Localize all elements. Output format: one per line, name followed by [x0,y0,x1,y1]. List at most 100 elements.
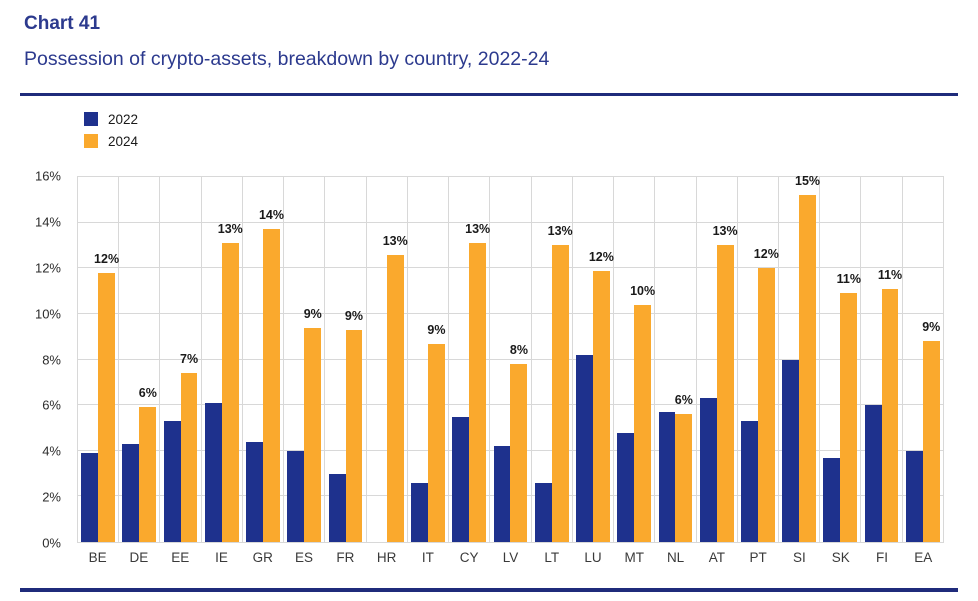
y-tick-label: 10% [34,306,61,322]
data-label-de: 6% [138,386,157,401]
y-tick-label: 2% [42,489,61,505]
x-tick-label-nl: NL [666,550,685,565]
bar-2022-ie [204,402,222,542]
bar-group-si: 15% [779,174,821,542]
bar-2022-sk [823,457,841,542]
bar-2022-at [699,398,717,542]
bar-group-be: 12% [78,177,120,542]
bar-group-it: 9% [408,177,450,542]
bar-2024-cy [469,243,487,542]
y-tick-label: 4% [42,443,61,459]
bar-2024-ea [922,341,940,542]
bar-2022-ea [905,450,923,542]
bar-2022-be [81,453,99,542]
bar-pair [449,177,489,542]
x-axis: BE DE EE IE GR ES FR HR IT CY LV LT LU MT NL AT PT SI SK FI… [77,550,944,565]
x-tick-label-cy: CY [459,550,479,565]
x-tick-label-fi: FI [875,550,888,565]
bar-pair [861,177,901,542]
x-tick-label-be: BE [88,550,107,565]
y-tick-label: 12% [34,260,61,276]
bar-2022-de [122,443,140,542]
bar-pair [284,177,324,542]
x-tick-label-gr: GR [252,550,273,565]
x-tick-label-fr: FR [336,550,355,565]
bar-pair [490,177,530,542]
x-tick-label-lu: LU [584,550,602,565]
data-label-gr: 14% [258,208,285,223]
x-tick-label-si: SI [793,550,806,565]
bar-2022-pt [740,421,758,542]
data-label-fr: 9% [344,308,364,323]
x-tick-label-ea: EA [914,550,933,565]
header-divider [20,93,958,96]
bar-2024-fi [881,288,899,542]
bar-2022-fi [864,405,882,542]
bar-2022-lt [534,482,552,542]
bar-2022-si [782,359,800,542]
bar-2024-be [98,272,115,542]
bar-group-ea: 9% [903,177,943,542]
bar-2022-fr [328,473,346,542]
x-tick-label-at: AT [708,550,725,565]
bar-2024-lt [551,245,569,542]
data-label-pt: 12% [753,247,779,262]
legend-item-2024: 2024 [84,133,138,149]
bottom-divider [20,588,958,592]
data-label-ie: 13% [217,222,243,237]
data-label-ee: 7% [179,352,199,367]
bar-group-lv: 8% [490,177,532,542]
data-label-it: 9% [427,322,446,337]
y-tick-label: 14% [34,214,61,230]
bar-2022-ee [163,421,181,542]
data-label-si: 15% [795,174,821,189]
bar-2024-sk [840,293,858,542]
gridline [78,312,943,314]
bar-2022-it [411,482,428,542]
bar-pair [573,177,613,542]
y-tick-label: 0% [42,535,61,551]
data-label-lv: 8% [509,343,528,358]
bar-2024-de [139,407,157,542]
gridline [78,267,943,269]
bar-group-ee: 7% [160,177,202,542]
x-tick-label-ie: IE [215,550,228,565]
legend-item-2022: 2022 [84,111,138,127]
bar-2022-lv [493,446,511,542]
bar-group-de: 6% [119,177,161,542]
bar-pair [78,177,118,542]
bar-2024-lv [510,364,528,542]
x-tick-label-mt: MT [624,550,645,565]
bar-pair [367,177,407,542]
data-label-hr: 13% [382,233,408,248]
data-label-fi: 11% [877,267,903,282]
y-tick-label: 6% [42,397,61,413]
bar-group-ie: 13% [202,177,243,542]
bar-group-mt: 10% [614,177,656,542]
gridline [78,221,943,223]
bar-2024-ie [221,243,239,542]
bar-pair [697,177,737,542]
bar-group-lu: 12% [573,177,615,542]
bar-2024-lu [592,270,610,542]
data-label-lu: 12% [588,249,614,264]
bar-2024-nl [675,414,693,542]
bar-group-hr: 13% [367,177,408,542]
chart-title: Possession of crypto-assets, breakdown b… [24,48,550,70]
bar-pair [119,177,159,542]
bar-pair [532,177,572,542]
bar-2024-gr [263,229,280,542]
bar-2024-si [799,195,816,542]
chart-legend: 2022 2024 [84,111,138,155]
x-tick-label-lv: LV [502,550,519,565]
data-label-be: 12% [94,251,120,266]
bar-group-gr: 14% [243,177,285,542]
bar-2022-es [287,450,305,542]
bar-2022-lu [576,354,593,542]
bar-pair [243,177,283,542]
legend-swatch-2022 [84,112,98,126]
bar-2024-fr [345,329,363,542]
bar-2024-it [427,343,445,542]
bar-2024-hr [386,254,404,542]
x-tick-label-ee: EE [171,550,190,565]
